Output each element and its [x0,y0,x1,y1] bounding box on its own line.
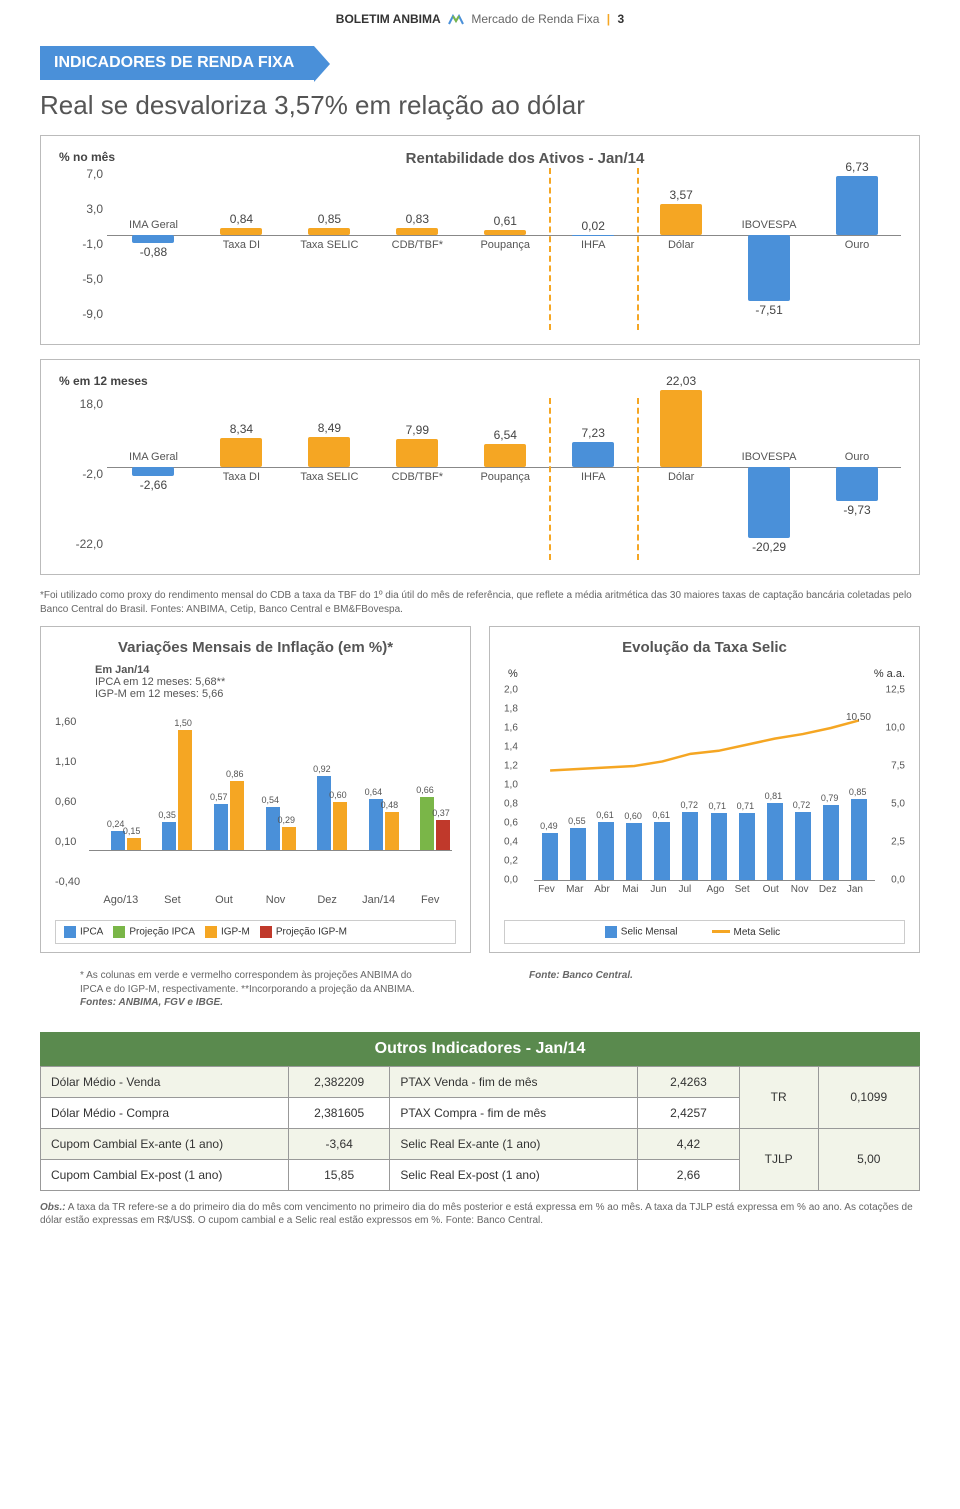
inflation-title: Variações Mensais de Inflação (em %)* [55,639,456,656]
bar [484,444,526,467]
obs-note: Obs.: A taxa da TR refere-se a do primei… [40,1201,920,1228]
selic-panel: Evolução da Taxa Selic 2,01,81,61,41,21,… [489,626,920,953]
selic-chart: 2,01,81,61,41,21,00,80,60,40,20,012,510,… [504,662,905,912]
bar [836,467,878,501]
inflation-chart: Em Jan/14 IPCA em 12 meses: 5,68** IGP-M… [55,662,456,912]
bar [748,467,790,538]
selic-title: Evolução da Taxa Selic [504,639,905,656]
chart1-panel: % no mês Rentabilidade dos Ativos - Jan/… [40,135,920,345]
footnote3: Fonte: Banco Central. [529,969,880,1010]
bar [396,439,438,467]
bar [660,390,702,467]
selic-legend: Selic MensalMeta Selic [504,920,905,944]
chart1-ylabel: % no mês [59,150,149,164]
chart2-panel: % em 12 meses 18,0-2,0-22,0-2,66IMA Gera… [40,359,920,575]
bar [220,438,262,467]
header-boletim: BOLETIM ANBIMA [336,12,441,26]
header-page: 3 [618,12,625,26]
table-title: Outros Indicadores - Jan/14 [40,1032,920,1066]
bar [572,442,614,467]
bar [836,176,878,235]
bar [220,228,262,235]
infl-sub1: Em Jan/14 [95,664,225,676]
bar [484,230,526,235]
header-sep: | [607,12,610,26]
infl-sub3: IGP-M em 12 meses: 5,66 [95,688,225,700]
footnote1: *Foi utilizado como proxy do rendimento … [40,589,920,616]
chart2-ylabel: % em 12 meses [59,374,901,388]
chart1-area: 7,03,0-1,0-5,0-9,0-0,88IMA Geral0,84Taxa… [59,164,901,334]
bar [748,235,790,301]
section-banner: INDICADORES DE RENDA FIXA [40,46,314,80]
bar [132,235,174,243]
indicators-table: Dólar Médio - Venda2,382209PTAX Venda - … [40,1066,920,1191]
footnote2: * As colunas em verde e vermelho corresp… [80,969,431,1010]
infl-sub2: IPCA em 12 meses: 5,68** [95,676,225,688]
bar [396,228,438,235]
page-header: BOLETIM ANBIMA Mercado de Renda Fixa | 3 [0,0,960,34]
chart2-area: 18,0-2,0-22,0-2,66IMA Geral8,34Taxa DI8,… [59,394,901,564]
bar [308,228,350,235]
bar [308,437,350,467]
anbima-logo-icon [447,14,465,26]
bar [660,204,702,235]
inflation-legend: IPCAProjeção IPCAIGP-MProjeção IGP-M [55,920,456,944]
header-right: Mercado de Renda Fixa [471,12,599,26]
bar [132,467,174,476]
subtitle: Real se desvaloriza 3,57% em relação ao … [40,90,960,121]
inflation-panel: Variações Mensais de Inflação (em %)* Em… [40,626,471,953]
